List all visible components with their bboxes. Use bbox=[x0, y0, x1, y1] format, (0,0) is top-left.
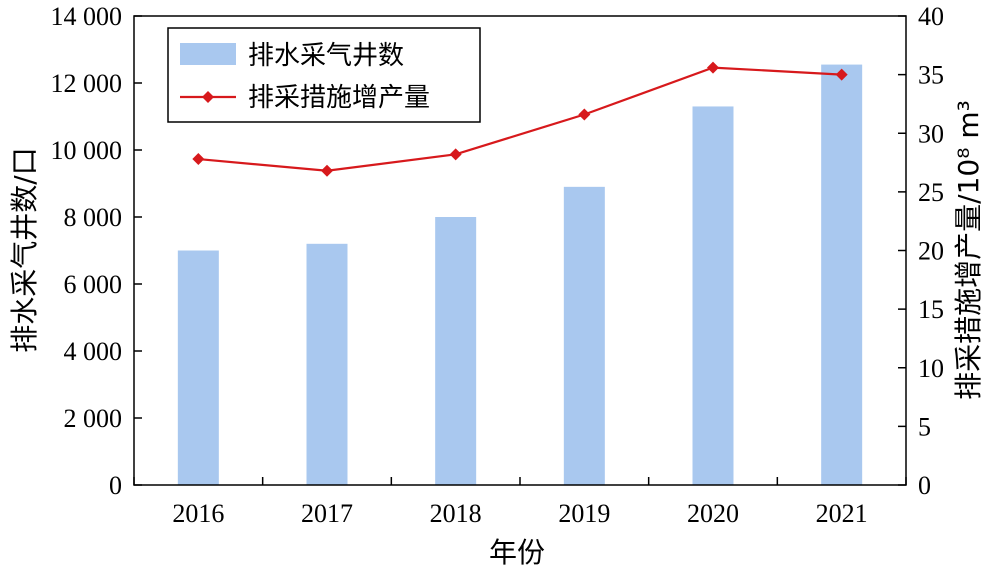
x-tick-label-2019: 2019 bbox=[558, 499, 610, 528]
y-right-tick-label: 20 bbox=[918, 237, 944, 266]
y-left-tick-label: 2 000 bbox=[64, 404, 123, 433]
line-point-2017 bbox=[321, 164, 333, 177]
y-left-tick-label: 0 bbox=[109, 471, 122, 500]
line-point-2019 bbox=[578, 108, 591, 121]
line-path bbox=[198, 66, 842, 172]
y-left-tick-label: 12 000 bbox=[51, 69, 123, 98]
bar-2017 bbox=[306, 243, 348, 485]
y-left-tick-label: 6 000 bbox=[64, 270, 123, 299]
x-tick-label-2020: 2020 bbox=[687, 499, 739, 528]
bar-2016 bbox=[177, 250, 219, 485]
x-tick-label-2018: 2018 bbox=[430, 499, 482, 528]
line-point-2020 bbox=[707, 61, 719, 74]
legend-bar-label: 排水采气井数 bbox=[248, 41, 404, 71]
y-left-tick-label: 14 000 bbox=[51, 2, 123, 31]
x-tick-label-2016: 2016 bbox=[172, 499, 224, 528]
bar-2020 bbox=[692, 106, 734, 485]
line-point-2021 bbox=[835, 68, 848, 81]
y-right-tick-label: 35 bbox=[918, 61, 944, 90]
line-series bbox=[192, 61, 848, 177]
legend: 排水采气井数 排采措施增产量 bbox=[167, 27, 481, 123]
y-left-tick-label: 4 000 bbox=[64, 337, 123, 366]
legend-line-marker bbox=[202, 91, 214, 103]
y-left-tick-label: 8 000 bbox=[64, 203, 123, 232]
y-right-tick-label: 15 bbox=[918, 295, 944, 324]
y-right-tick-label: 5 bbox=[918, 412, 931, 441]
y-right-tick-label: 0 bbox=[918, 471, 931, 500]
y-axis-right: 0 5 10 15 20 25 30 35 40 bbox=[898, 2, 944, 500]
y-axis-right-title: 排采措施增产量/10⁸ m³ bbox=[952, 100, 985, 400]
y-right-tick-label: 25 bbox=[918, 178, 944, 207]
line-point-2018 bbox=[449, 148, 462, 161]
x-tick-label-2021: 2021 bbox=[816, 499, 868, 528]
bar-2021 bbox=[821, 64, 863, 485]
x-axis: 2016 2017 2018 2019 2020 2021 bbox=[133, 477, 907, 528]
bar-2018 bbox=[435, 217, 477, 485]
y-axis-left-title: 排水采气井数/口 bbox=[8, 147, 41, 352]
y-right-tick-label: 30 bbox=[918, 119, 944, 148]
x-tick-label-2017: 2017 bbox=[301, 499, 353, 528]
legend-bar-swatch bbox=[180, 43, 236, 65]
y-axis-left: 0 2 000 4 000 6 000 8 000 10 000 12 000 14 000 bbox=[51, 2, 142, 500]
x-axis-title: 年份 bbox=[489, 536, 545, 569]
y-left-tick-label: 10 000 bbox=[51, 136, 123, 165]
bar-series bbox=[177, 64, 863, 485]
y-right-tick-label: 40 bbox=[918, 2, 944, 31]
bar-2019 bbox=[563, 186, 605, 485]
line-point-2016 bbox=[192, 153, 205, 166]
y-right-tick-label: 10 bbox=[918, 354, 944, 383]
legend-line-label: 排采措施增产量 bbox=[248, 83, 430, 113]
